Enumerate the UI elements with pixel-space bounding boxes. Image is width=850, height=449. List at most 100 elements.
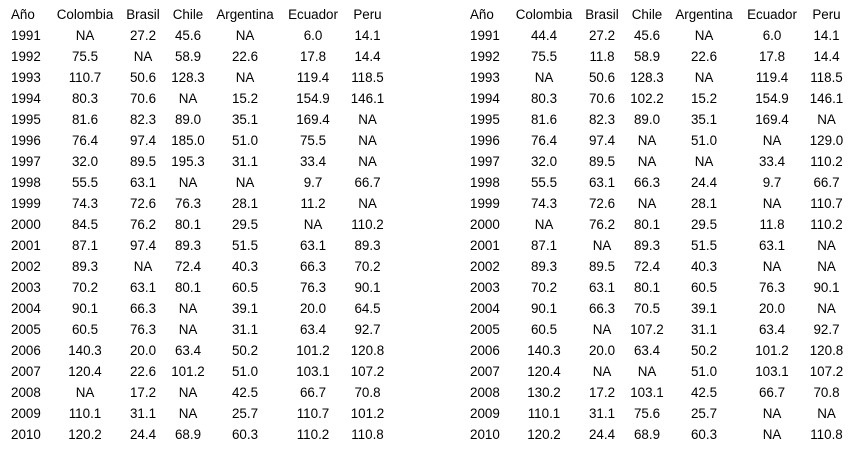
cell-argentina: 29.5 [690,217,718,232]
cell-colombia: 60.5 [71,322,99,337]
table-row: 2002 89.3 89.5 72.4 40.3 NA NA [470,256,849,277]
cell-year: 1992 [470,49,500,64]
cell-argentina: 31.1 [231,322,259,337]
cell-brasil: 31.1 [129,406,157,421]
table-row: 2009 110.1 31.1 75.6 25.7 NA NA [470,403,849,424]
table-row: 2003 70.2 63.1 80.1 60.5 76.3 90.1 [11,277,390,298]
cell-ecuador: 33.4 [299,154,327,169]
cell-chile: 72.4 [633,259,661,274]
cell-brasil: NA [133,49,153,64]
cell-argentina: 25.7 [231,406,259,421]
cell-argentina: 25.7 [690,406,718,421]
cell-argentina: 35.1 [231,112,259,127]
table-row: 2003 70.2 63.1 80.1 60.5 76.3 90.1 [470,277,849,298]
cell-brasil: 82.3 [129,112,157,127]
cell-colombia: 110.1 [68,406,102,421]
cell-peru: 110.2 [351,217,384,232]
cell-chile: NA [178,175,198,190]
table-row: 2000 84.5 76.2 80.1 29.5 NA 110.2 [11,214,390,235]
cell-peru: 110.8 [351,427,384,442]
cell-brasil: 17.2 [588,385,616,400]
cell-ecuador: 119.4 [296,70,330,85]
table-row: 1997 32.0 89.5 195.3 31.1 33.4 NA [11,151,390,172]
cell-chile: 195.3 [171,154,205,169]
table-body: 1991 44.4 27.2 45.6 NA 6.0 14.1 1992 75.5 11.8 58.… [470,25,849,445]
cell-chile: 80.1 [174,217,202,232]
cell-colombia: 120.2 [527,427,561,442]
cell-year: 2005 [11,322,41,337]
cell-chile: 70.5 [633,301,661,316]
cell-ecuador: 6.0 [762,28,782,43]
cell-colombia: 80.3 [71,91,99,106]
cell-colombia: 55.5 [71,175,99,190]
cell-peru: 14.4 [354,49,381,64]
cell-colombia: 90.1 [71,301,99,316]
cell-peru: 14.1 [813,28,840,43]
cell-ecuador: 75.5 [299,133,327,148]
table-row: 1999 74.3 72.6 76.3 28.1 11.2 NA [11,193,390,214]
cell-year: 1991 [11,28,41,43]
cell-chile: 63.4 [174,343,202,358]
cell-year: 2001 [11,238,41,253]
cell-colombia: 75.5 [71,49,99,64]
cell-ecuador: NA [303,217,323,232]
cell-peru: 66.7 [813,175,840,190]
cell-brasil: 20.0 [129,343,157,358]
cell-peru: 92.7 [354,322,381,337]
cell-peru: 110.8 [810,427,843,442]
cell-colombia: 60.5 [530,322,558,337]
header-argentina: Argentina [675,7,733,22]
header-peru: Peru [353,7,382,22]
cell-colombia: 130.2 [527,385,561,400]
cell-ecuador: 76.3 [299,280,327,295]
cell-argentina: 60.3 [231,427,259,442]
cell-ecuador: 103.1 [755,364,789,379]
table-row: 1996 76.4 97.4 185.0 51.0 75.5 NA [11,130,390,151]
cell-chile: 89.3 [174,238,202,253]
cell-peru: 146.1 [809,91,844,106]
cell-colombia: 110.7 [68,70,102,85]
cell-brasil: 97.4 [588,133,616,148]
cell-year: 1994 [11,91,41,106]
header-row: Año Colombia Brasil Chile Argentina Ecua… [11,4,390,25]
cell-ecuador: 20.0 [299,301,327,316]
table-row: 1996 76.4 97.4 NA 51.0 NA 129.0 [470,130,849,151]
cell-ecuador: 63.1 [299,238,327,253]
cell-brasil: 89.5 [129,154,157,169]
cell-argentina: 51.0 [231,364,259,379]
cell-argentina: 51.0 [231,133,259,148]
cell-peru: NA [817,112,836,127]
cell-year: 1998 [11,175,41,190]
cell-peru: NA [358,112,377,127]
cell-year: 2000 [11,217,41,232]
cell-peru: 118.5 [810,70,843,85]
cell-chile: 89.0 [633,112,661,127]
cell-peru: 146.1 [350,91,385,106]
cell-ecuador: 169.4 [755,112,789,127]
cell-ecuador: NA [762,427,782,442]
cell-ecuador: 63.4 [299,322,327,337]
table-row: 1992 75.5 NA 58.9 22.6 17.8 14.4 [11,46,390,67]
cell-brasil: 76.2 [588,217,616,232]
table-row: 2005 60.5 76.3 NA 31.1 63.4 92.7 [11,319,390,340]
cell-chile: 80.1 [633,217,661,232]
cell-colombia: 32.0 [530,154,558,169]
cell-peru: 120.8 [809,343,844,358]
cell-argentina: 31.1 [231,154,259,169]
cell-year: 2007 [11,364,41,379]
cell-argentina: 15.2 [690,91,718,106]
cell-argentina: NA [235,70,255,85]
cell-ecuador: NA [762,259,782,274]
cell-colombia: 110.1 [527,406,561,421]
cell-argentina: 60.3 [690,427,718,442]
cell-chile: 185.0 [171,133,205,148]
cell-colombia: 120.2 [68,427,102,442]
cell-chile: NA [637,154,657,169]
cell-brasil: 72.6 [129,196,157,211]
table-row: 2002 89.3 NA 72.4 40.3 66.3 70.2 [11,256,390,277]
cell-chile: 66.3 [633,175,661,190]
table-row: 2010 120.2 24.4 68.9 60.3 NA 110.8 [470,424,849,445]
cell-ecuador: 66.7 [299,385,327,400]
header-peru: Peru [812,7,841,22]
cell-ecuador: 11.8 [759,217,785,232]
